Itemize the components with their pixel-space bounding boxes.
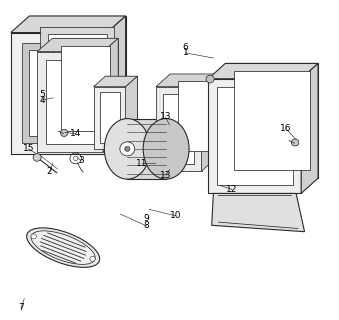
Circle shape (31, 234, 36, 239)
Text: 12: 12 (226, 185, 238, 194)
Polygon shape (156, 74, 216, 87)
Polygon shape (212, 194, 304, 232)
Polygon shape (37, 38, 118, 52)
Text: 6: 6 (183, 43, 188, 52)
Text: 9: 9 (144, 214, 149, 223)
Polygon shape (105, 76, 137, 138)
Text: 1: 1 (183, 48, 188, 58)
Text: 8: 8 (144, 221, 149, 230)
Circle shape (125, 146, 130, 151)
Circle shape (120, 142, 135, 156)
Polygon shape (156, 87, 202, 171)
Polygon shape (11, 16, 126, 33)
Polygon shape (29, 16, 126, 137)
Text: 11: 11 (136, 159, 147, 168)
Text: 14: 14 (70, 129, 81, 138)
Polygon shape (170, 74, 216, 158)
Polygon shape (208, 79, 301, 194)
Polygon shape (234, 71, 310, 170)
Ellipse shape (104, 119, 150, 179)
Polygon shape (107, 16, 126, 154)
Ellipse shape (143, 119, 189, 179)
Polygon shape (225, 63, 318, 178)
Text: 13: 13 (160, 113, 171, 122)
Polygon shape (301, 63, 318, 194)
Polygon shape (126, 76, 137, 149)
Ellipse shape (31, 231, 95, 264)
Text: 4: 4 (39, 96, 45, 105)
Polygon shape (61, 46, 110, 131)
Text: 7: 7 (18, 303, 24, 312)
Polygon shape (202, 74, 216, 171)
Polygon shape (29, 50, 88, 136)
Circle shape (292, 139, 299, 146)
Text: 15: 15 (23, 144, 34, 153)
Polygon shape (52, 38, 118, 139)
Circle shape (33, 154, 41, 161)
Polygon shape (11, 33, 107, 154)
Polygon shape (217, 87, 293, 186)
Polygon shape (163, 94, 194, 164)
Polygon shape (37, 52, 103, 152)
Polygon shape (127, 119, 166, 179)
Text: 13: 13 (160, 171, 171, 180)
Polygon shape (46, 60, 95, 144)
Polygon shape (40, 27, 115, 127)
Polygon shape (208, 63, 318, 79)
Text: 10: 10 (170, 211, 181, 220)
Text: 3: 3 (78, 156, 84, 165)
Polygon shape (94, 76, 137, 87)
Circle shape (206, 75, 214, 83)
Ellipse shape (27, 228, 100, 267)
Polygon shape (103, 38, 118, 152)
Polygon shape (22, 43, 96, 143)
Polygon shape (178, 81, 208, 151)
Polygon shape (94, 87, 126, 149)
Text: 2: 2 (47, 167, 53, 176)
Circle shape (90, 256, 95, 261)
Circle shape (60, 129, 68, 136)
Text: 16: 16 (280, 124, 292, 133)
Polygon shape (100, 92, 120, 143)
Text: 5: 5 (39, 90, 45, 99)
Polygon shape (47, 34, 107, 120)
